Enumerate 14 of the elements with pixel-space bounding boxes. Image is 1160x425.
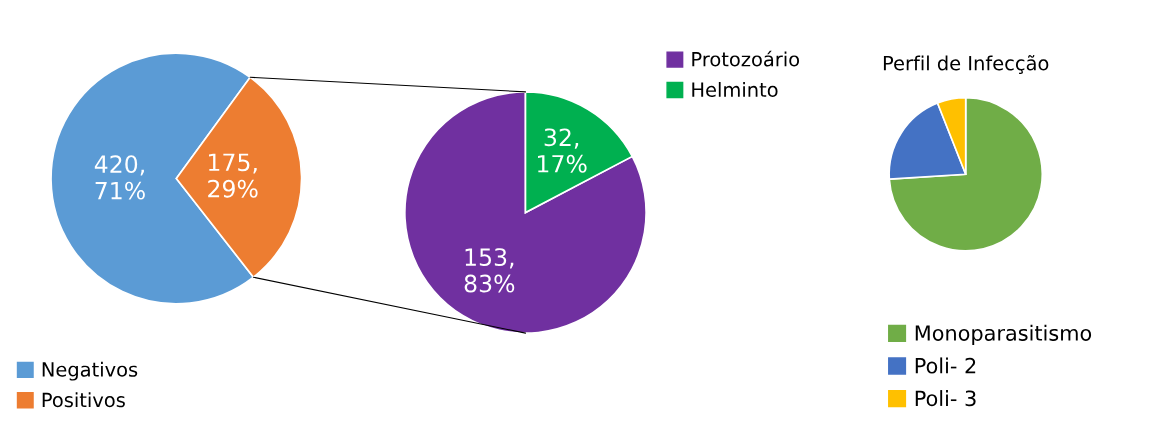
data-label: 32, 17% [538, 128, 587, 173]
legend-label: Helminto [692, 81, 778, 98]
legend-label: Poli- 3 [915, 390, 976, 407]
legend-label: Poli- 2 [915, 357, 976, 374]
pie-slice [888, 96, 1044, 252]
chart-title: Perfil de Infecção [883, 55, 1049, 74]
legend-label: Negativos [42, 361, 138, 381]
data-label: 420, 71% [94, 155, 145, 200]
legend-label: Positivos [42, 392, 125, 408]
legend-label: Monoparasitismo [915, 324, 1092, 345]
data-label: 175, 29% [208, 153, 258, 198]
legend-label: Protozoário [692, 50, 800, 67]
data-label: 153, 83% [464, 248, 515, 293]
pie-slice [404, 91, 647, 334]
